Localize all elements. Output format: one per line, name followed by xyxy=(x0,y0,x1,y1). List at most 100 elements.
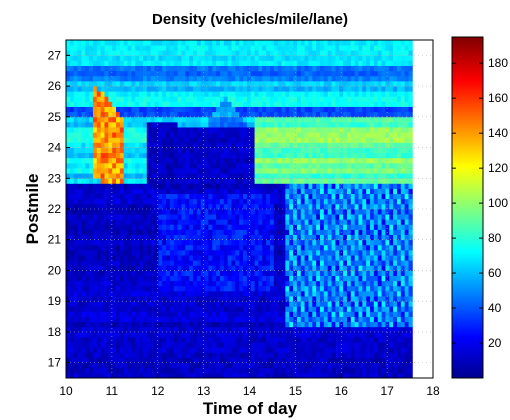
heatmap-cell xyxy=(123,65,128,72)
heatmap-cell xyxy=(212,321,217,328)
heatmap-cell xyxy=(116,116,121,123)
heatmap-cell xyxy=(77,239,82,246)
heatmap-cell xyxy=(150,75,155,82)
heatmap-cell xyxy=(150,127,155,133)
heatmap-cell xyxy=(173,101,179,107)
heatmap-cell xyxy=(266,249,271,256)
heatmap-cell xyxy=(331,111,336,118)
heatmap-cell xyxy=(346,162,352,169)
heatmap-cell xyxy=(196,162,202,169)
heatmap-cell xyxy=(216,229,221,235)
heatmap-cell xyxy=(293,239,298,246)
heatmap-cell xyxy=(169,80,175,87)
heatmap-cell xyxy=(269,45,275,51)
heatmap-cell xyxy=(92,249,98,256)
heatmap-cell xyxy=(77,362,82,369)
heatmap-cell xyxy=(200,168,205,174)
heatmap-cell xyxy=(189,168,194,174)
heatmap-cell xyxy=(116,296,121,302)
heatmap-cell xyxy=(108,173,113,179)
heatmap-cell xyxy=(177,239,182,246)
heatmap-cell xyxy=(243,193,248,200)
heatmap-cell xyxy=(131,127,136,133)
heatmap-cell xyxy=(169,321,175,328)
heatmap-cell xyxy=(181,234,186,241)
heatmap-cell xyxy=(323,86,329,92)
heatmap-cell xyxy=(196,183,202,189)
heatmap-cell xyxy=(154,275,159,282)
heatmap-cell xyxy=(146,265,152,271)
heatmap-cell xyxy=(319,255,325,261)
heatmap-cell xyxy=(108,91,113,97)
heatmap-cell xyxy=(327,101,332,107)
heatmap-cell xyxy=(254,96,259,102)
heatmap-cell xyxy=(158,280,163,287)
heatmap-cell xyxy=(123,178,128,184)
heatmap-cell xyxy=(127,116,132,123)
heatmap-cell xyxy=(269,306,275,312)
heatmap-cell xyxy=(146,285,152,292)
heatmap-cell xyxy=(108,70,113,77)
heatmap-cell xyxy=(304,137,309,143)
heatmap-cell xyxy=(308,65,313,72)
heatmap-cell xyxy=(269,275,275,282)
heatmap-cell xyxy=(177,106,182,113)
heatmap-cell xyxy=(154,86,159,92)
heatmap-cell xyxy=(146,147,152,154)
heatmap-cell xyxy=(216,337,221,343)
heatmap-cell xyxy=(73,270,78,276)
heatmap-cell xyxy=(346,347,352,353)
heatmap-cell xyxy=(343,296,348,302)
heatmap-cell xyxy=(127,316,132,323)
heatmap-cell xyxy=(158,162,163,169)
heatmap-cell xyxy=(131,265,136,271)
heatmap-cell xyxy=(346,106,352,113)
heatmap-cell xyxy=(92,40,98,46)
heatmap-cell xyxy=(212,280,217,287)
heatmap-cell xyxy=(304,311,309,317)
heatmap-cell xyxy=(177,188,182,195)
heatmap-cell xyxy=(177,203,182,210)
heatmap-cell xyxy=(204,306,209,312)
heatmap-cell xyxy=(281,55,286,61)
heatmap-cell xyxy=(177,357,182,364)
heatmap-cell xyxy=(308,357,313,364)
heatmap-cell xyxy=(254,326,259,333)
heatmap-cell xyxy=(139,116,144,123)
heatmap-cell xyxy=(96,198,102,205)
heatmap-cell xyxy=(189,183,194,189)
heatmap-cell xyxy=(269,132,275,138)
heatmap-cell xyxy=(89,372,94,379)
heatmap-cell xyxy=(166,357,171,364)
heatmap-cell xyxy=(319,321,325,328)
heatmap-cell xyxy=(69,321,75,328)
heatmap-cell xyxy=(258,121,263,128)
heatmap-cell xyxy=(119,132,125,138)
heatmap-cell xyxy=(346,337,352,343)
heatmap-cell xyxy=(223,55,229,61)
heatmap-cell xyxy=(100,137,105,143)
heatmap-cell xyxy=(96,188,102,195)
heatmap-cell xyxy=(108,157,113,164)
heatmap-cell xyxy=(112,337,117,343)
heatmap-cell xyxy=(277,316,282,323)
heatmap-cell xyxy=(254,249,259,256)
heatmap-cell xyxy=(231,372,236,379)
heatmap-cell xyxy=(112,65,117,72)
heatmap-cell xyxy=(173,275,179,282)
heatmap-cell xyxy=(269,55,275,61)
heatmap-cell xyxy=(104,40,109,46)
heatmap-cell xyxy=(150,306,155,312)
heatmap-cell xyxy=(135,352,140,358)
heatmap-cell xyxy=(150,101,155,107)
heatmap-cell xyxy=(323,121,329,128)
heatmap-cell xyxy=(289,86,294,92)
heatmap-cell xyxy=(273,50,279,56)
heatmap-cell xyxy=(277,337,282,343)
heatmap-cell xyxy=(254,45,259,51)
heatmap-cell xyxy=(243,362,248,369)
heatmap-cell xyxy=(273,372,279,379)
heatmap-cell xyxy=(166,260,171,266)
heatmap-cell xyxy=(69,352,75,358)
heatmap-cell xyxy=(116,86,121,92)
